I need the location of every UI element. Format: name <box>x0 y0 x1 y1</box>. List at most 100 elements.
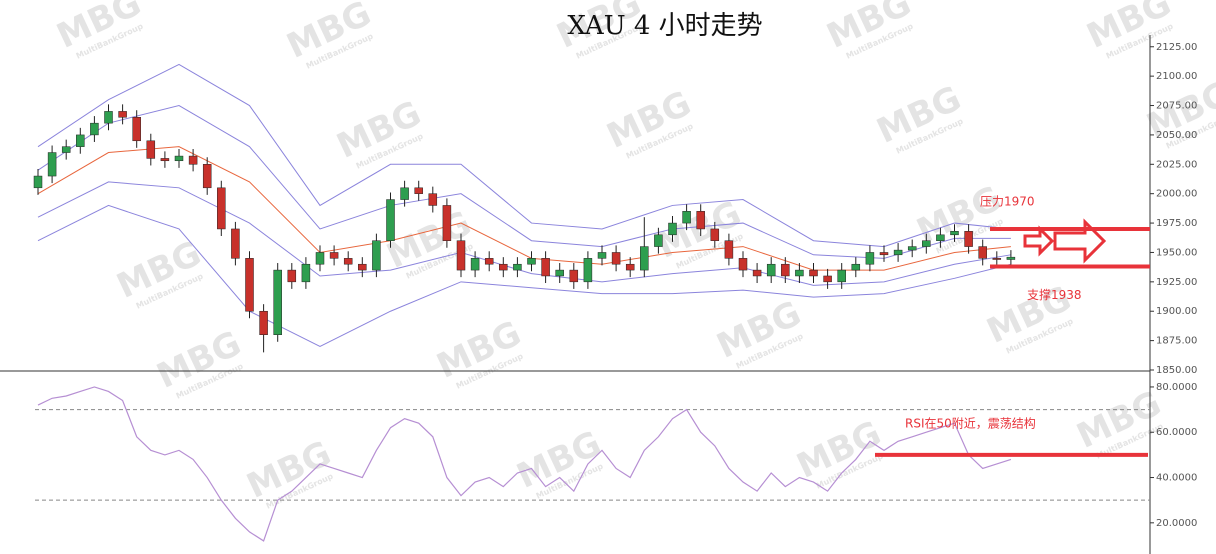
y-tick-label: 1925.00 <box>1156 277 1197 288</box>
y-tick-label: 2075.00 <box>1156 101 1197 112</box>
band-line <box>37 63 1011 248</box>
y-tick-label: 1975.00 <box>1156 218 1197 229</box>
candle-body <box>329 252 339 259</box>
candle-body <box>893 249 903 256</box>
candle-body <box>245 258 254 312</box>
candle-body <box>964 231 973 247</box>
candle-body <box>104 111 113 124</box>
candle-body <box>922 240 931 247</box>
candle-body <box>33 175 43 189</box>
y-tick-label: 2050.00 <box>1156 130 1197 141</box>
chart-title: XAU 4 小时走势 <box>567 11 762 41</box>
candle-body <box>273 269 282 335</box>
candle-body <box>400 187 409 200</box>
candle-body <box>358 263 367 271</box>
candle-body <box>1006 256 1016 260</box>
candle-body <box>202 164 212 189</box>
band-line <box>37 104 1011 259</box>
y-tick-label: 1850.00 <box>1156 365 1197 376</box>
candle-body <box>795 269 804 277</box>
candle-body <box>752 269 762 277</box>
candle-body <box>61 146 71 153</box>
candle-body <box>484 258 494 265</box>
candle-body <box>724 240 734 259</box>
candle-body <box>259 310 268 335</box>
candle-body <box>456 240 466 271</box>
candle-body <box>442 205 452 241</box>
candle-body <box>710 228 720 241</box>
candle-body <box>90 122 99 136</box>
candle-body <box>950 231 959 236</box>
arrow <box>1023 225 1055 257</box>
candle-body <box>47 152 57 177</box>
candle-body <box>555 269 564 277</box>
y-tick-label: 2025.00 <box>1156 159 1197 170</box>
annotation: 压力1970 <box>980 194 1035 208</box>
candle-body <box>372 240 381 271</box>
candle-body <box>640 246 649 271</box>
candle-body <box>343 258 353 265</box>
candle-body <box>217 187 226 230</box>
candle-body <box>301 263 311 283</box>
candle-body <box>611 252 621 265</box>
candle-body <box>837 269 846 283</box>
candle-body <box>414 187 423 194</box>
y-tick-label: 40.0000 <box>1156 473 1197 484</box>
candle-body <box>823 275 832 283</box>
candle-body <box>668 222 677 236</box>
y-tick-label: 2100.00 <box>1156 71 1197 82</box>
candle-body <box>738 258 748 271</box>
candle-body <box>470 258 480 271</box>
y-tick-label: 2125.00 <box>1156 42 1197 53</box>
candle-body <box>766 263 776 277</box>
rsi-line <box>37 386 1012 542</box>
annotation: 支撑1938 <box>1027 287 1082 302</box>
candle-body <box>146 140 156 159</box>
candle-body <box>936 234 945 241</box>
candle-body <box>569 269 579 283</box>
candle-body <box>527 258 536 265</box>
candle-body <box>160 158 170 162</box>
annotation: RSI在50附近，震荡结构 <box>905 415 1036 430</box>
candle-body <box>682 211 691 224</box>
y-tick-label: 20.0000 <box>1156 518 1197 529</box>
candle-body <box>118 111 127 118</box>
candle-body <box>781 263 790 277</box>
band-line <box>37 204 1012 348</box>
candle-body <box>879 252 889 256</box>
candle-body <box>625 263 635 271</box>
candle-body <box>809 269 818 277</box>
candle-body <box>132 117 141 142</box>
candle-body <box>287 269 297 283</box>
candle-body <box>851 263 861 271</box>
candle-body <box>583 258 593 283</box>
candle-body <box>231 228 240 259</box>
y-tick-label: 80.0000 <box>1156 382 1197 393</box>
candle-body <box>188 155 198 165</box>
y-tick-label: 1875.00 <box>1156 336 1197 347</box>
y-tick-label: 60.0000 <box>1156 427 1197 438</box>
candle-body <box>992 258 1002 260</box>
candle-body <box>174 155 184 162</box>
candle-body <box>499 263 508 271</box>
candle-body <box>696 211 705 230</box>
candle-body <box>978 246 987 259</box>
candle-body <box>513 263 522 271</box>
candle-body <box>428 193 438 206</box>
